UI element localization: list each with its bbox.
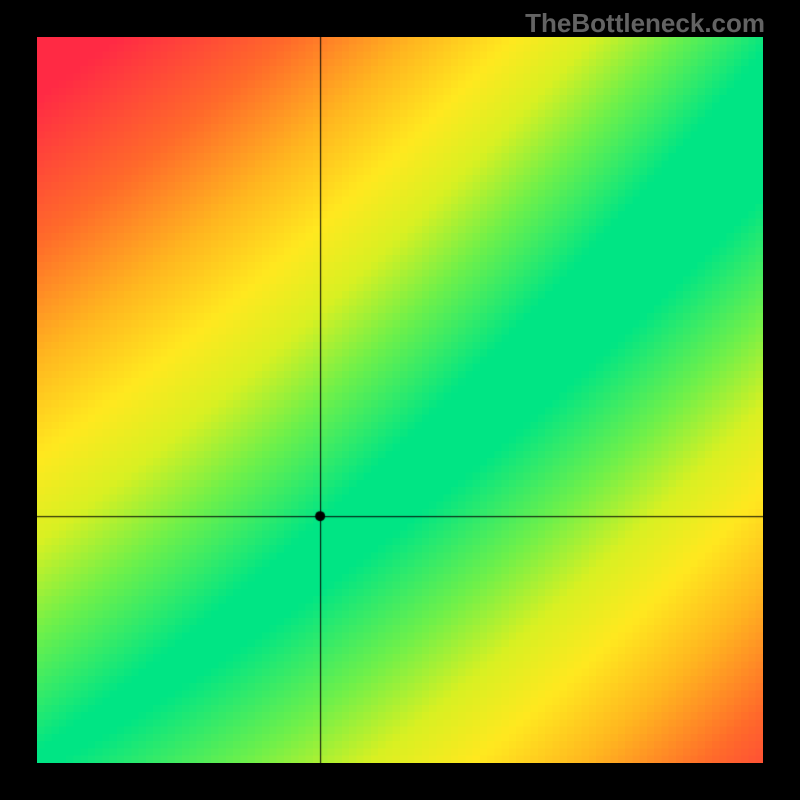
- chart-container: { "watermark": { "text": "TheBottleneck.…: [0, 0, 800, 800]
- crosshair-overlay: [37, 37, 763, 763]
- watermark-text: TheBottleneck.com: [525, 8, 765, 39]
